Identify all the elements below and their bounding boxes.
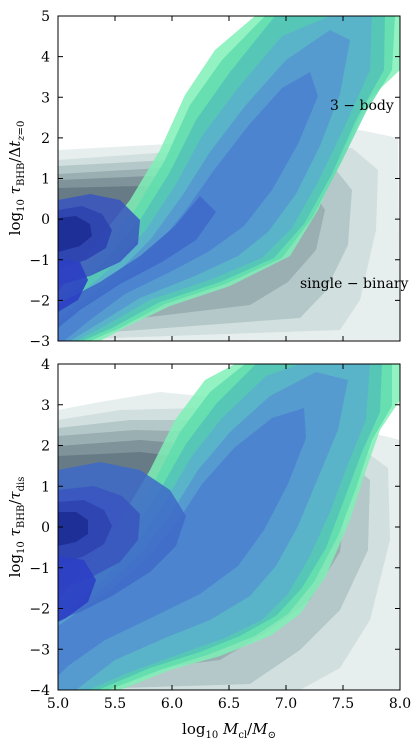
bottom-y-tick-label: −1 xyxy=(29,561,50,577)
top-ticks: 5 4 3 2 1 0 −1 −2 −3 xyxy=(29,9,401,350)
top-y-tick-label: 3 xyxy=(41,90,50,106)
bottom-ticks: 5.0 5.5 6.0 6.5 7.0 7.5 8.0 4 3 2 1 0 −1 −2 −3 −4 xyxy=(29,357,411,712)
tb-level-6 xyxy=(58,72,318,341)
bottom-y-tick-label: 3 xyxy=(41,398,50,414)
bottom-contours xyxy=(58,364,400,690)
tb-level-11 xyxy=(58,258,88,312)
bottom-y-tick-label: 1 xyxy=(41,479,50,495)
bottom-y-tick-label: −2 xyxy=(29,602,50,618)
top-y-tick-label: 2 xyxy=(41,131,50,147)
bottom-x-tick-label: 6.0 xyxy=(161,696,183,712)
bottom-y-tick-label: 4 xyxy=(41,357,50,373)
top-panel: 5 4 3 2 1 0 −1 −2 −3 3 − body single − binary lo… xyxy=(6,9,409,350)
tb2-level-11 xyxy=(58,556,96,622)
bottom-y-tick-label: 2 xyxy=(41,439,50,455)
bottom-y-tick-label: 0 xyxy=(41,520,50,536)
top-contours xyxy=(58,16,400,341)
annotation-3-body: 3 − body xyxy=(330,98,394,114)
top-y-tick-label: −3 xyxy=(29,334,50,350)
top-y-tick-label: 0 xyxy=(41,212,50,228)
bottom-panel: 5.0 5.5 6.0 6.5 7.0 7.5 8.0 4 3 2 1 0 −1 −2 −3 −4 log10… xyxy=(6,357,411,741)
top-y-axis-label: log10 τBHB/Δtz=0 xyxy=(6,121,27,236)
top-y-tick-label: 5 xyxy=(41,9,50,25)
tb2-level-10 xyxy=(58,512,88,546)
top-y-tick-label: −2 xyxy=(29,293,50,309)
bottom-y-axis-label: log10 τBHB/τdis xyxy=(6,477,27,578)
tb-level-10 xyxy=(58,216,92,252)
top-y-tick-label: 4 xyxy=(41,50,50,66)
bottom-y-tick-label: −3 xyxy=(29,642,50,658)
x-axis-label: log10 Mcl/M⊙ xyxy=(182,720,276,741)
bottom-x-tick-label: 5.0 xyxy=(47,696,69,712)
bottom-x-tick-label: 7.5 xyxy=(332,696,354,712)
top-y-tick-label: −1 xyxy=(29,253,50,269)
annotation-single-binary: single − binary xyxy=(300,276,409,292)
tb-level-7 xyxy=(58,196,216,328)
bottom-x-tick-label: 8.0 xyxy=(389,696,411,712)
top-y-tick-label: 1 xyxy=(41,172,50,188)
bottom-x-tick-label: 6.5 xyxy=(218,696,240,712)
bottom-x-tick-label: 7.0 xyxy=(275,696,297,712)
bottom-x-tick-label: 5.5 xyxy=(104,696,126,712)
tb2-level-6 xyxy=(58,408,306,676)
bottom-y-tick-label: −4 xyxy=(29,683,50,699)
